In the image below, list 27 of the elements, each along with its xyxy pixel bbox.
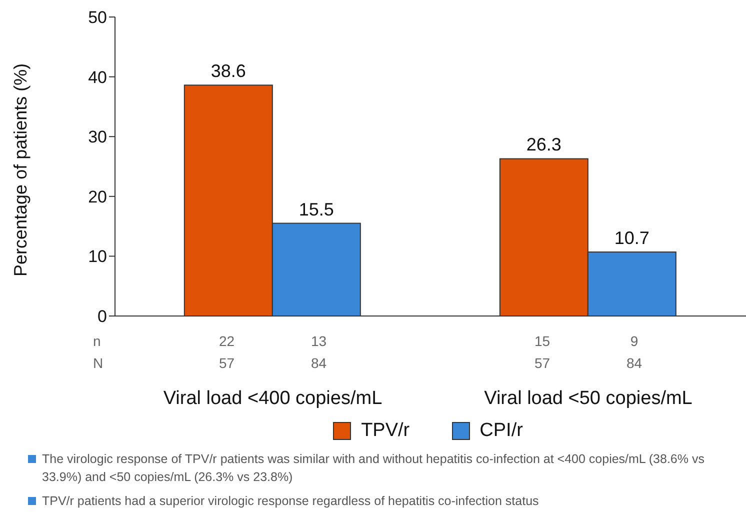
text: 57 <box>218 355 235 371</box>
text: 84 <box>626 355 642 371</box>
data-label: 38.6 <box>210 61 246 82</box>
text: The virologic response of TPV/r patients was similar with and without hepatitis co-infection at <400 copies/mL (38.6% vs 33.9%) and <50 copies/mL (26.3% vs 23.8%) <box>42 451 706 486</box>
y-tick-label: 50 <box>88 8 107 28</box>
legend-label: TPV/r <box>361 420 410 442</box>
data-label: 10.7 <box>614 228 650 248</box>
legend-label: CPI/r <box>480 420 523 442</box>
y-tick-label: 20 <box>88 187 107 206</box>
text: N <box>93 355 104 371</box>
text: 13 <box>310 333 327 349</box>
x-tick-label: Viral load <50 copies/mL <box>484 388 692 409</box>
text: 15 <box>534 333 550 349</box>
data-label: 26.3 <box>526 134 562 155</box>
text: n <box>93 333 101 349</box>
x-tick-label: Viral load <400 copies/mL <box>163 388 382 409</box>
data-label: 15.5 <box>298 199 334 220</box>
y-tick-label: 40 <box>88 68 107 87</box>
y-axis-title: Percentage of patients (%) <box>10 63 30 276</box>
y-tick-label: 10 <box>88 247 107 266</box>
y-tick-label: 0 <box>98 307 107 326</box>
text: 84 <box>310 355 327 371</box>
text: TPV/r patients had a superior virologic response regardless of hepatitis co-infection status <box>42 493 539 510</box>
text: 22 <box>218 333 235 349</box>
text: 57 <box>534 355 550 371</box>
text: 9 <box>630 333 638 349</box>
y-tick-label: 30 <box>88 128 107 147</box>
